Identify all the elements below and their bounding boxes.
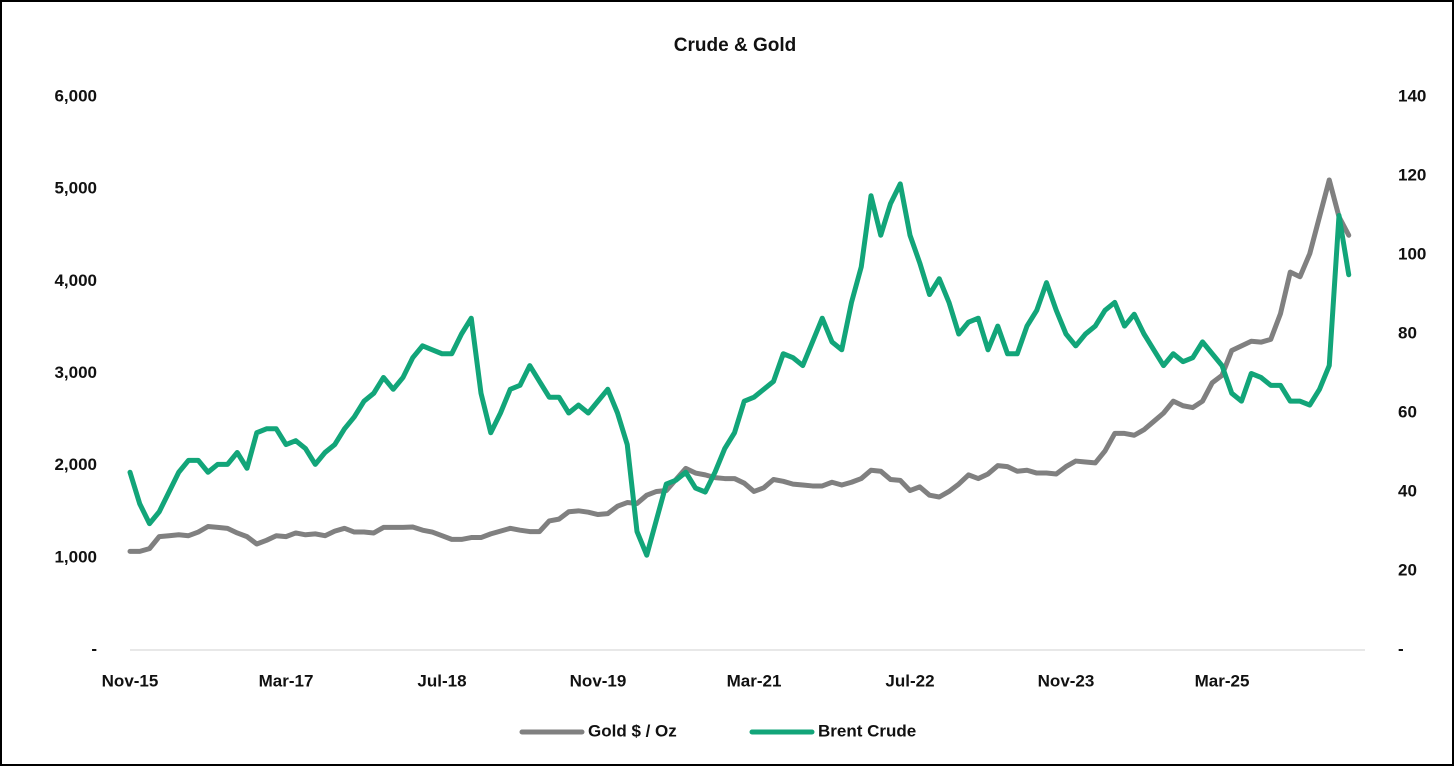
x-tick-label: Nov-19 [570, 671, 627, 690]
y-tick-label: - [91, 639, 97, 658]
y-tick-label: 5,000 [54, 179, 97, 198]
y2-tick-label: 20 [1398, 560, 1417, 579]
y-tick-label: 6,000 [54, 86, 97, 105]
line-series [127, 177, 1352, 554]
y2-tick-label: 140 [1398, 86, 1426, 105]
legend-label: Brent Crude [818, 721, 916, 740]
x-tick-label: Nov-15 [102, 671, 159, 690]
y-tick-label: 2,000 [54, 455, 97, 474]
y2-tick-label: 80 [1398, 323, 1417, 342]
x-tick-label: Mar-21 [727, 671, 782, 690]
y-tick-label: 4,000 [54, 271, 97, 290]
x-tick-label: Jul-22 [885, 671, 934, 690]
y2-tick-label: 40 [1398, 481, 1417, 500]
x-tick-label: Nov-23 [1038, 671, 1095, 690]
x-tick-label: Jul-18 [417, 671, 466, 690]
x-tick-label: Mar-25 [1195, 671, 1250, 690]
y-tick-label: 3,000 [54, 363, 97, 382]
y2-tick-label: 120 [1398, 165, 1426, 184]
y2-tick-label: 60 [1398, 402, 1417, 421]
chart-title: Crude & Gold [674, 35, 796, 56]
y-tick-label: 1,000 [54, 547, 97, 566]
line-series [127, 181, 1352, 558]
x-tick-label: Mar-17 [259, 671, 314, 690]
y2-tick-label: 100 [1398, 244, 1426, 263]
y2-tick-label: - [1398, 639, 1404, 658]
legend-label: Gold $ / Oz [588, 721, 677, 740]
